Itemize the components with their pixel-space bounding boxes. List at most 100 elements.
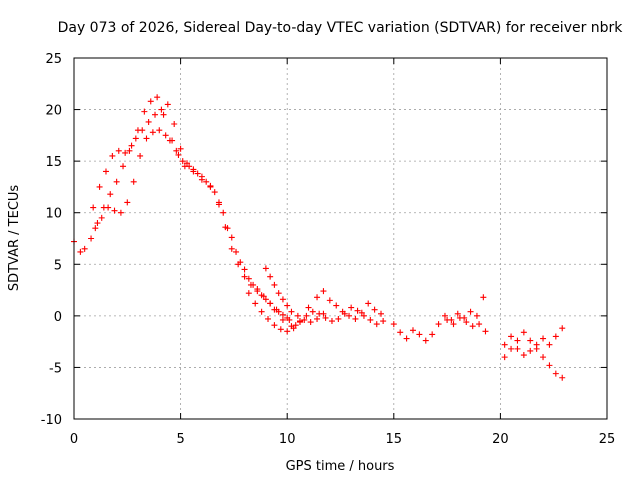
x-tick-label: 0 (70, 432, 78, 447)
data-point (254, 286, 261, 293)
data-point (109, 152, 116, 159)
data-point (348, 304, 355, 311)
data-point (94, 220, 101, 227)
data-point (307, 319, 314, 326)
series-arc-e (262, 265, 385, 326)
y-tick-label: 20 (45, 104, 62, 119)
data-point (228, 245, 235, 252)
data-point (508, 333, 515, 340)
y-tick-label: 15 (45, 155, 62, 170)
data-point (169, 137, 176, 144)
data-point (271, 322, 278, 329)
series-arc-i (501, 329, 566, 381)
data-points (71, 94, 566, 381)
data-point (156, 127, 163, 134)
data-point (501, 354, 508, 361)
data-point (333, 302, 340, 309)
data-point (520, 352, 527, 359)
data-point (288, 308, 295, 315)
x-axis-ticks: 0 5 10 15 20 25 (70, 58, 615, 447)
data-point (552, 370, 559, 377)
data-point (158, 106, 165, 113)
data-point (111, 207, 118, 214)
data-point (469, 323, 476, 330)
data-point (480, 294, 487, 301)
data-point (552, 333, 559, 340)
data-point (429, 331, 436, 338)
y-tick-label: -10 (41, 413, 62, 428)
data-point (305, 304, 312, 311)
data-point (284, 314, 291, 321)
data-point (339, 308, 346, 315)
data-point (237, 259, 244, 266)
data-point (520, 329, 527, 336)
data-point (335, 315, 342, 322)
data-point (88, 235, 95, 242)
data-point (473, 312, 480, 319)
y-tick-label: 25 (45, 52, 62, 67)
data-point (416, 331, 423, 338)
data-point (328, 318, 335, 325)
data-point (152, 111, 159, 118)
series-arc-a (71, 101, 299, 329)
data-point (265, 315, 272, 322)
data-point (403, 335, 410, 342)
data-point (175, 151, 182, 158)
data-point (98, 214, 105, 221)
x-tick-label: 10 (279, 432, 296, 447)
data-point (482, 328, 489, 335)
x-tick-label: 20 (492, 432, 509, 447)
data-point (290, 325, 297, 332)
data-point (252, 300, 259, 307)
data-point (173, 147, 180, 154)
y-tick-label: 0 (54, 310, 62, 325)
data-point (463, 319, 470, 326)
data-point (245, 275, 252, 282)
data-point (126, 147, 133, 154)
data-point (454, 310, 461, 317)
data-point (279, 296, 286, 303)
data-point (527, 347, 534, 354)
data-point (540, 335, 547, 342)
data-point (96, 183, 103, 190)
data-point (250, 281, 257, 288)
y-tick-label: 10 (45, 207, 62, 222)
data-point (527, 337, 534, 344)
data-point (215, 199, 222, 206)
data-point (143, 135, 150, 142)
data-point (147, 98, 154, 105)
data-point (275, 290, 282, 297)
data-point (309, 308, 316, 315)
data-point (171, 121, 178, 128)
series-arc-j (501, 325, 566, 359)
data-point (450, 321, 457, 328)
data-point (149, 129, 156, 136)
data-point (378, 310, 385, 317)
data-point (179, 158, 186, 165)
data-point (314, 294, 321, 301)
data-point (198, 176, 205, 183)
data-point (122, 149, 129, 156)
data-point (320, 310, 327, 317)
x-tick-label: 15 (386, 432, 403, 447)
data-point (367, 316, 374, 323)
data-point (262, 265, 269, 272)
data-point (514, 337, 521, 344)
data-point (90, 204, 97, 211)
data-point (559, 374, 566, 381)
data-point (546, 362, 553, 369)
data-point (132, 135, 139, 142)
series-arc-c (92, 127, 291, 321)
data-point (467, 308, 474, 315)
data-point (113, 178, 120, 185)
data-point (258, 292, 265, 299)
series-arc-h (441, 294, 487, 323)
grid (74, 58, 607, 419)
data-point (346, 312, 353, 319)
data-point (128, 142, 135, 149)
series-arc-g (444, 314, 489, 335)
data-point (435, 321, 442, 328)
data-point (284, 302, 291, 309)
data-point (390, 321, 397, 328)
